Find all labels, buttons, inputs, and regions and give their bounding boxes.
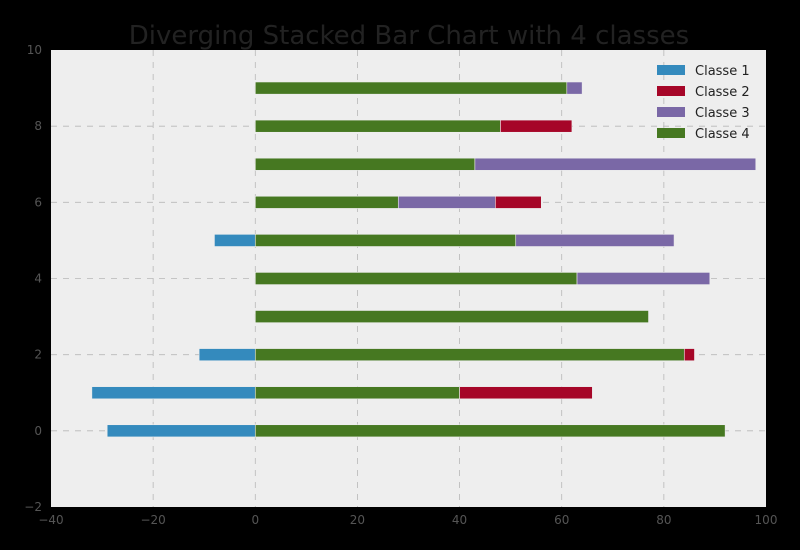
bar-classe-4-y2: [254, 348, 685, 362]
y-tick-label: 6: [34, 195, 42, 209]
bar-classe-4-y1: [254, 386, 460, 400]
bar-classe-3-y4: [576, 272, 711, 285]
bars: [91, 81, 757, 438]
x-tick-label: 0: [251, 513, 259, 527]
legend-swatch-classe-1: [657, 65, 685, 75]
x-tick-label: 60: [554, 513, 569, 527]
y-tick-label: 8: [34, 119, 42, 133]
bar-classe-1-y2: [198, 348, 256, 362]
bar-classe-1-y5: [214, 234, 256, 247]
x-tick-label: −40: [38, 513, 63, 527]
legend-label-classe-3: Classe 3: [695, 106, 750, 121]
bar-classe-2-y8: [500, 119, 573, 133]
bar-classe-4-y3: [254, 310, 649, 323]
legend-label-classe-1: Classe 1: [695, 64, 750, 79]
x-axis-ticks: −40 −20 0 20 40 60 80 100: [38, 513, 777, 527]
legend-label-classe-2: Classe 2: [695, 85, 750, 100]
bar-classe-1-y1: [91, 386, 256, 400]
bar-classe-2-y6: [495, 195, 542, 209]
bar-classe-4-y6: [254, 195, 399, 209]
legend-swatch-classe-3: [657, 107, 685, 117]
bar-classe-1-y0: [106, 424, 256, 438]
bar-classe-4-y9: [254, 81, 568, 95]
chart-title: Diverging Stacked Bar Chart with 4 class…: [129, 21, 689, 51]
bar-classe-4-y0: [254, 424, 726, 438]
legend-swatch-classe-2: [657, 86, 685, 96]
x-tick-label: −20: [140, 513, 165, 527]
y-tick-label: −2: [24, 500, 42, 514]
y-tick-label: 4: [34, 272, 42, 286]
bar-classe-3-y9: [566, 81, 583, 95]
x-tick-label: 100: [755, 513, 778, 527]
legend-swatch-classe-4: [657, 128, 685, 138]
y-tick-label: 0: [34, 424, 42, 438]
y-tick-label: 10: [27, 43, 42, 57]
bar-classe-4-y8: [254, 119, 501, 133]
bar-classe-3-y5: [515, 234, 675, 247]
x-tick-label: 80: [656, 513, 671, 527]
bar-classe-4-y7: [254, 157, 476, 171]
bar-classe-2-y2: [683, 348, 695, 362]
bar-classe-2-y1: [459, 386, 593, 400]
x-tick-label: 40: [452, 513, 467, 527]
bar-classe-3-y7: [474, 157, 757, 171]
legend: Classe 1 Classe 2 Classe 3 Classe 4: [657, 64, 750, 142]
bar-classe-4-y5: [254, 234, 517, 247]
y-axis-ticks: −2 0 2 4 6 8 10: [24, 43, 42, 514]
y-tick-label: 2: [34, 348, 42, 362]
bar-classe-4-y4: [254, 272, 578, 285]
bar-classe-3-y6: [397, 195, 496, 209]
x-tick-label: 20: [350, 513, 365, 527]
legend-label-classe-4: Classe 4: [695, 127, 750, 142]
